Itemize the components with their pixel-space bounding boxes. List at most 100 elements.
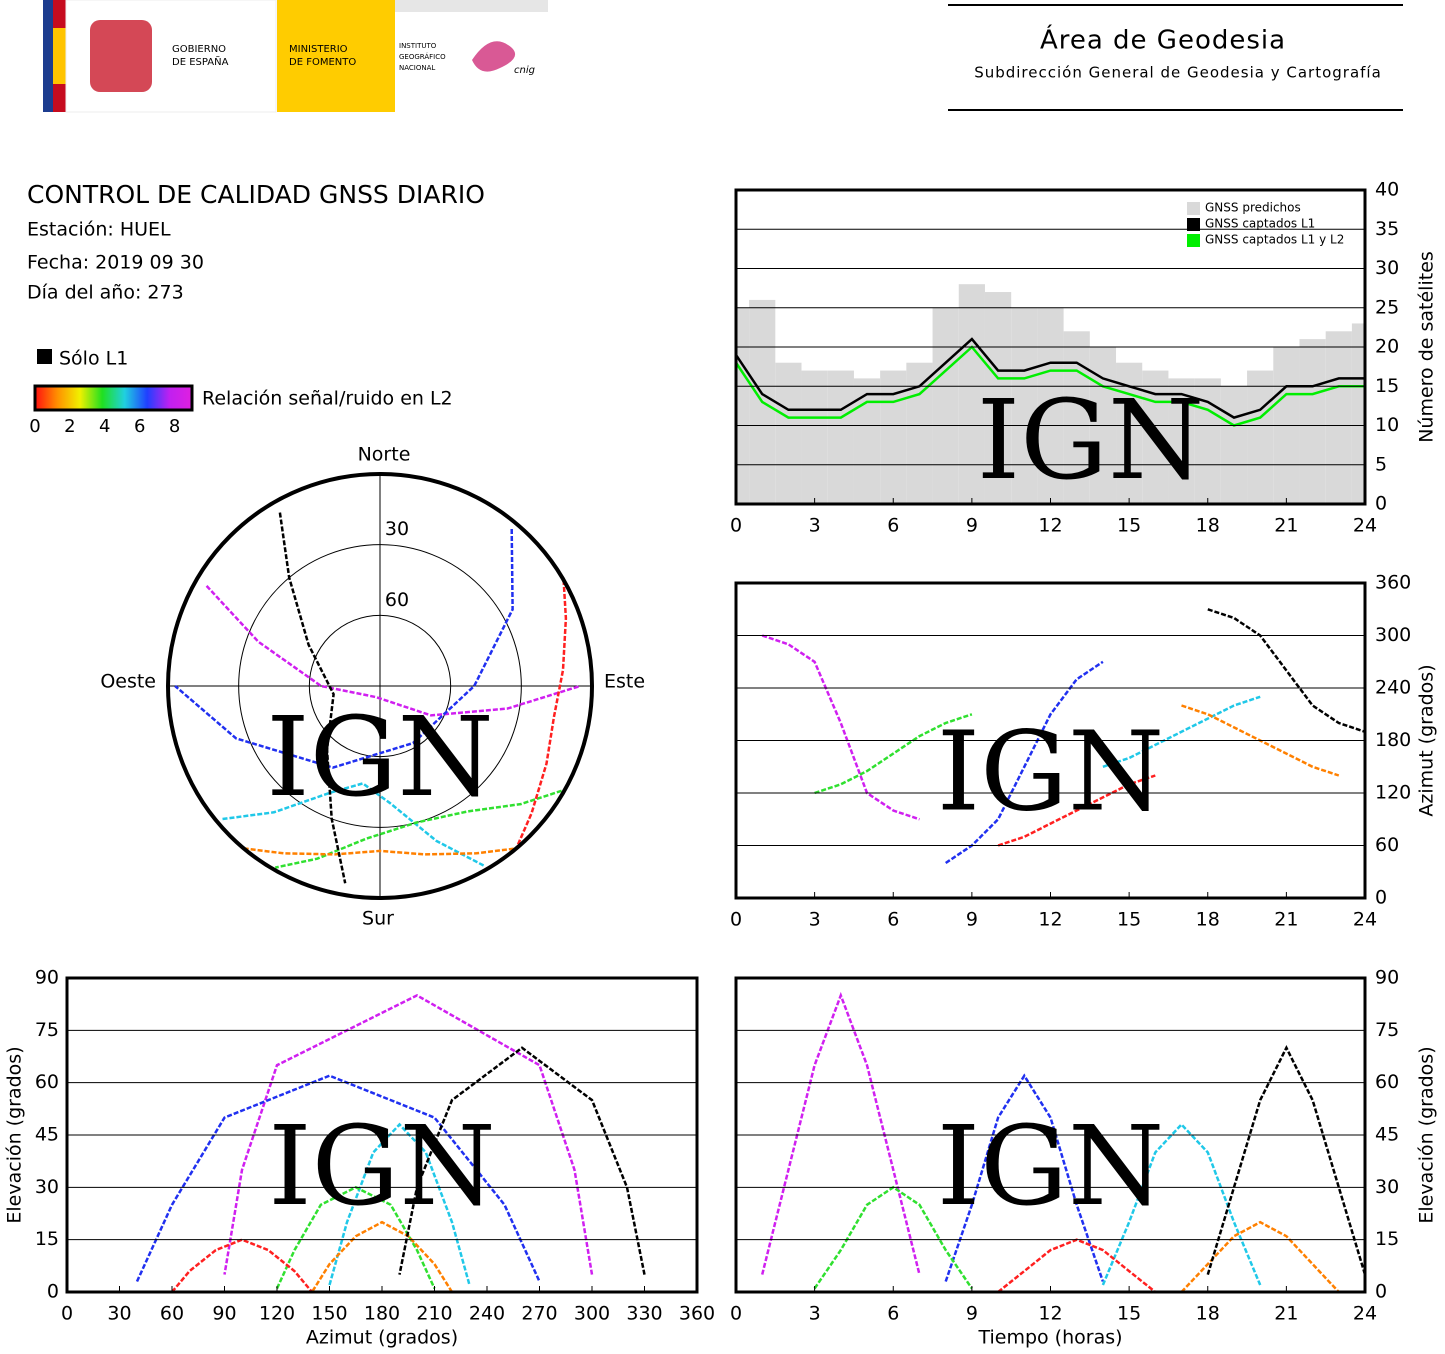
x-tick-label: 270 [521, 1303, 557, 1325]
x-tick-label: 12 [1038, 1303, 1062, 1325]
y-tick-label: 5 [1375, 453, 1387, 475]
date: Fecha: 2019 09 30 [27, 252, 204, 274]
legend-swatch [1187, 218, 1200, 231]
ministry-text: DE FOMENTO [289, 57, 356, 68]
logo-block: GOBIERNO DE ESPAÑA MINISTERIO DE FOMENTO… [43, 0, 548, 113]
satellite-track [944, 1073, 1105, 1282]
x-tick-label: 60 [160, 1303, 184, 1325]
x-tick-label: 21 [1274, 1303, 1298, 1325]
elevation-ring [308, 614, 452, 758]
direction-label: Norte [358, 444, 411, 466]
y-tick-label: 60 [35, 1071, 59, 1093]
direction-label: Sur [362, 908, 394, 930]
watermark: IGN [266, 693, 494, 821]
colorbar-tick-label: 2 [64, 416, 75, 437]
bar [906, 362, 933, 504]
x-tick-label: 3 [809, 1303, 821, 1325]
y-tick-label: 35 [1375, 218, 1399, 240]
satellite-track [997, 1238, 1157, 1292]
y-tick-label: 60 [1375, 834, 1399, 856]
flag-stripe [43, 0, 53, 112]
y-tick-label: 10 [1375, 414, 1399, 436]
y-tick-label: 0 [1375, 1281, 1387, 1303]
y-tick-label: 240 [1375, 677, 1411, 699]
institute-text: GEOGRÁFICO [399, 52, 446, 61]
watermark: IGN [937, 1102, 1165, 1230]
plot-frame [734, 188, 1367, 506]
y-tick-label: 20 [1375, 336, 1399, 358]
y-tick-label: 25 [1375, 296, 1399, 318]
x-axis-label: Tiempo (horas) [977, 1327, 1122, 1349]
plot-area [760, 991, 1365, 1292]
sky-track [278, 512, 347, 884]
legend-swatch [1187, 202, 1200, 215]
bar [932, 307, 959, 504]
y-tick-label: 300 [1375, 624, 1411, 646]
legend-label: GNSS captados L1 [1205, 217, 1315, 231]
colorbar-tick-label: 6 [134, 416, 145, 437]
satellite-track [310, 1220, 454, 1292]
bar [958, 284, 985, 504]
institute-text: INSTITUTO [399, 42, 437, 50]
sky-track [205, 585, 581, 717]
flag-stripe [53, 28, 66, 84]
colorbar-tick-label: 8 [169, 416, 180, 437]
bar [984, 292, 1012, 504]
x-tick-label: 6 [887, 909, 899, 931]
satellite-track [760, 991, 921, 1275]
x-tick-label: 150 [311, 1303, 347, 1325]
x-tick-label: 18 [1196, 909, 1220, 931]
polar-frame [166, 472, 594, 900]
y-tick-label: 75 [35, 1019, 59, 1041]
x-tick-label: 0 [730, 909, 742, 931]
x-tick-label: 330 [626, 1303, 662, 1325]
y-tick-label: 360 [1375, 572, 1411, 594]
y-axis-label: Azimut (grados) [1416, 664, 1438, 816]
sky-track [221, 782, 485, 867]
bar [827, 370, 854, 504]
satellite-track [761, 634, 920, 821]
bar [1247, 370, 1274, 504]
y-tick-label: 90 [1375, 967, 1399, 989]
watermark: IGN [977, 376, 1205, 504]
ministry-box [277, 0, 395, 112]
area-subtitle: Subdirección General de Geodesia y Carto… [974, 64, 1382, 82]
legend-swatch [37, 349, 52, 364]
bar [801, 370, 828, 504]
bar [1168, 378, 1195, 504]
x-tick-label: 21 [1274, 909, 1298, 931]
satellite-track [1102, 695, 1261, 768]
satellite-track [1207, 608, 1365, 733]
x-tick-label: 24 [1353, 909, 1377, 931]
x-tick-label: 24 [1353, 1303, 1377, 1325]
x-tick-label: 0 [61, 1303, 73, 1325]
sky-track [515, 579, 568, 849]
y-tick-label: 45 [35, 1124, 59, 1146]
x-tick-label: 3 [809, 909, 821, 931]
x-tick-label: 120 [259, 1303, 295, 1325]
y-tick-label: 180 [1375, 729, 1411, 751]
direction-label: Este [604, 671, 645, 693]
elevation-label: 60 [385, 589, 409, 611]
report-title: CONTROL DE CALIDAD GNSS DIARIO [27, 180, 485, 209]
x-tick-label: 15 [1117, 1303, 1141, 1325]
satellite-track [814, 713, 973, 795]
colorbar-tick-label: 4 [99, 416, 110, 437]
elevation-ring [238, 544, 522, 828]
x-tick-label: 18 [1196, 515, 1220, 537]
watermark: IGN [937, 707, 1165, 835]
flag-stripe [53, 0, 66, 28]
flag-stripe [53, 84, 66, 112]
y-tick-label: 120 [1375, 782, 1411, 804]
x-tick-label: 210 [416, 1303, 452, 1325]
x-tick-label: 21 [1274, 515, 1298, 537]
x-tick-label: 15 [1117, 909, 1141, 931]
legend-label: GNSS predichos [1205, 201, 1301, 215]
y-tick-label: 90 [35, 967, 59, 989]
y-tick-label: 40 [1375, 179, 1399, 201]
direction-label: Oeste [100, 671, 156, 693]
watermark: IGN [268, 1102, 496, 1230]
y-axis-label: Elevación (grados) [4, 1046, 26, 1223]
y-tick-label: 60 [1375, 1071, 1399, 1093]
x-tick-label: 6 [887, 515, 899, 537]
